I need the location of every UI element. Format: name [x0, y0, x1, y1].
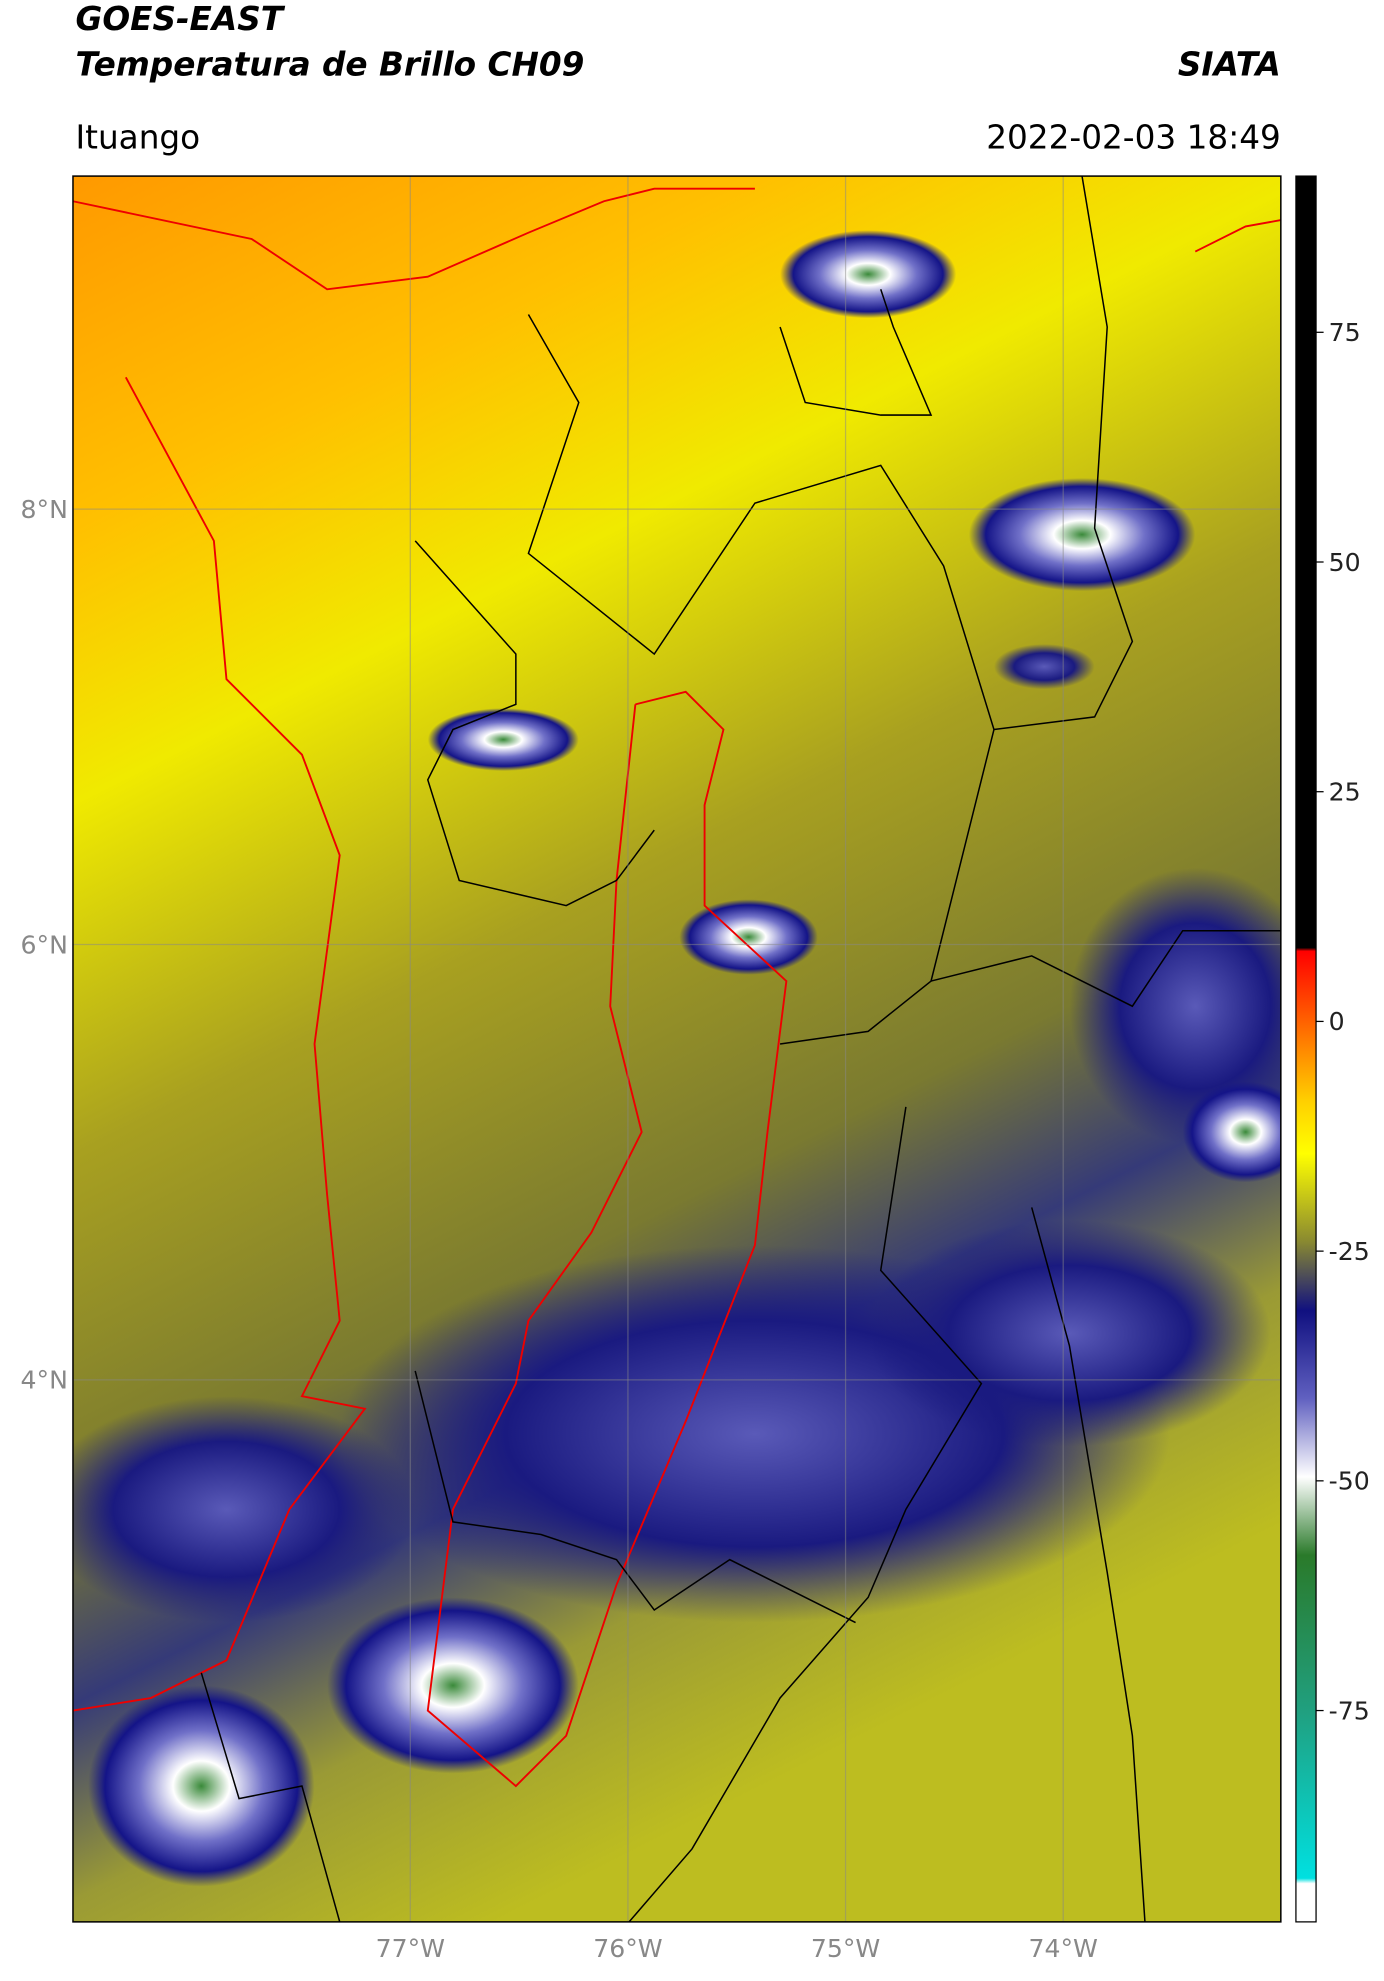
location: Ituango [75, 118, 200, 156]
colorbar-tick-label: 0 [1329, 1007, 1345, 1036]
map-frame [72, 175, 1282, 1923]
lat-label: 8°N [21, 495, 68, 524]
colorbar [1295, 175, 1317, 1923]
lat-label: 4°N [21, 1366, 68, 1395]
title: GOES-EAST [75, 0, 285, 38]
lon-label: 76°W [593, 1934, 663, 1963]
satellite-image [72, 176, 1281, 1922]
colorbar-tick-label: -75 [1329, 1696, 1370, 1725]
datetime: 2022-02-03 18:49 [986, 118, 1281, 156]
lon-label: 74°W [1028, 1934, 1098, 1963]
lon-label: 77°W [376, 1934, 446, 1963]
colorbar-tick-label: 75 [1329, 318, 1361, 347]
colorbar-tick-label: -25 [1329, 1237, 1370, 1266]
subtitle: Temperatura de Brillo CH09 [75, 45, 584, 83]
colorbar-tick-label: -50 [1329, 1467, 1370, 1496]
source: SIATA [1178, 45, 1281, 83]
colorbar-tick-label: 50 [1329, 548, 1361, 577]
colorbar-tick-label: 25 [1329, 778, 1361, 807]
lon-label: 75°W [811, 1934, 881, 1963]
lat-label: 6°N [21, 930, 68, 959]
